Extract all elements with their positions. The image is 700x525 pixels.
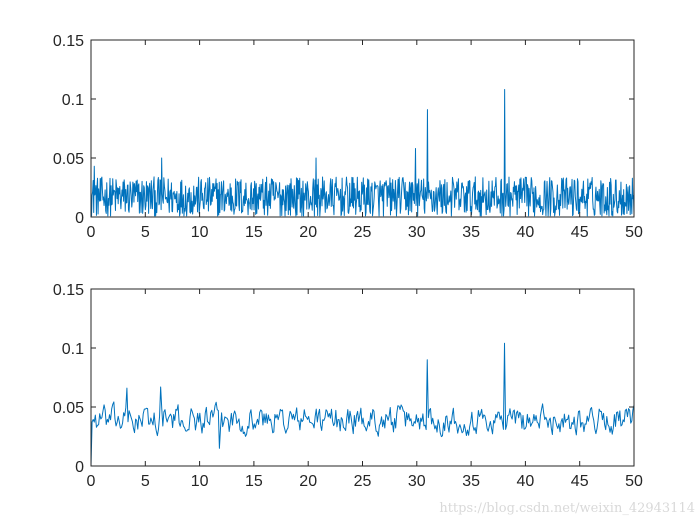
x-tick-label: 30 [408,224,426,241]
x-tick-label: 15 [245,224,263,241]
series-line-0 [90,342,635,467]
x-tick-label: 35 [462,224,480,241]
bottom-subplot: 0 5 10 15 20 25 30 35 40 45 50 0 0.05 0.1 0.15 [53,282,643,490]
x-tick-label: 10 [191,224,209,241]
axes-box [90,288,635,467]
x-tick-label: 10 [191,473,209,490]
watermark-text: https://blog.csdn.net/weixin_42943114 [439,501,695,516]
y-tick-label: 0.15 [53,33,84,50]
x-tick-label: 45 [571,473,589,490]
x-tick-label: 0 [87,473,96,490]
x-tick-label: 0 [87,224,96,241]
x-tick-label: 5 [141,473,150,490]
x-tick-label: 5 [141,224,150,241]
y-tick-label: 0.1 [62,341,84,358]
x-tick-label: 15 [245,473,263,490]
x-tick-label: 50 [625,473,643,490]
x-tick-label: 25 [354,224,372,241]
x-tick-label: 40 [517,224,535,241]
y-tick-label: 0 [75,210,84,227]
y-tick-label: 0.05 [53,400,84,417]
y-tick-label: 0 [75,459,84,476]
x-tick-label: 35 [462,473,480,490]
series-line-0 [90,89,635,217]
top-subplot: 0 5 10 15 20 25 30 35 40 45 50 0 0.05 0.1 0.15 [53,33,643,241]
y-tick-label: 0.1 [62,92,84,109]
y-tick-label: 0.05 [53,151,84,168]
x-tick-label: 20 [299,473,317,490]
x-tick-label: 25 [354,473,372,490]
x-tick-label: 45 [571,224,589,241]
x-tick-label: 40 [517,473,535,490]
y-tick-label: 0.15 [53,282,84,299]
x-tick-label: 30 [408,473,426,490]
x-tick-label: 20 [299,224,317,241]
x-tick-label: 50 [625,224,643,241]
